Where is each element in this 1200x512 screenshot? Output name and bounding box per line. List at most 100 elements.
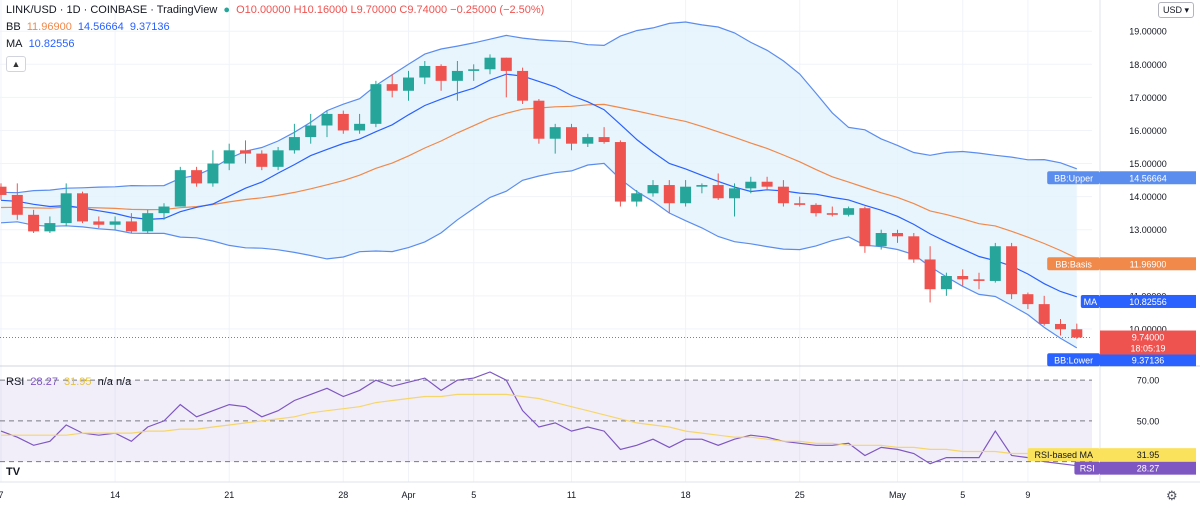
candle: [614, 140, 626, 207]
candle-body: [729, 188, 740, 199]
candle-body: [240, 150, 251, 154]
candle-body: [484, 57, 496, 70]
candle-body: [680, 186, 692, 204]
bb-fill: [1, 21, 1077, 348]
gear-icon[interactable]: ⚙: [1166, 488, 1178, 503]
candle-body: [826, 213, 838, 215]
price-tick-label: 18.00000: [1129, 60, 1167, 70]
candle-body: [875, 233, 887, 247]
time-tick-label: 5: [471, 490, 476, 500]
symbol-title: LINK/USD · 1D · COINBASE · TradingView: [6, 4, 218, 16]
time-tick-label: 5: [960, 490, 965, 500]
candle: [158, 203, 170, 220]
badge-rsi: RSI 28.27: [1074, 461, 1196, 475]
candle-body: [288, 137, 300, 151]
candle-body: [957, 276, 969, 280]
time-tick-label: 7: [0, 490, 4, 500]
candle-body: [11, 194, 23, 215]
price-tick-label: 10.00000: [1129, 324, 1167, 334]
badge-label-bg: [1074, 461, 1100, 475]
candle: [1055, 319, 1066, 336]
candle: [93, 216, 105, 229]
candle-body: [1055, 323, 1066, 330]
candle-body: [631, 193, 643, 202]
candle: [794, 196, 806, 207]
badge-bb-basis: BB:Basis 11.96900: [1047, 257, 1196, 271]
badge-label: MA: [1084, 297, 1098, 307]
candle-body: [647, 185, 659, 194]
badge-ma: MA 10.82556: [1080, 294, 1196, 308]
time-tick-label: 25: [795, 490, 805, 500]
candle-body: [142, 213, 154, 232]
price-tick-label: 16.00000: [1129, 126, 1167, 136]
candle-body: [973, 279, 985, 281]
rsi-tick-label: 70.00: [1137, 376, 1160, 386]
candle: [321, 110, 333, 138]
time-tick-label: 14: [110, 490, 120, 500]
candle: [631, 190, 643, 207]
badge-value-bg: [1100, 353, 1196, 367]
candle-body: [533, 100, 545, 139]
candle-body: [940, 276, 952, 290]
status-dot-icon: ●: [223, 4, 231, 16]
badge-label: RSI-based MA: [1035, 450, 1094, 460]
candle: [875, 229, 887, 250]
candle-body: [582, 137, 594, 144]
badge-value-bg: [1100, 257, 1196, 271]
candle: [663, 180, 675, 214]
ma-legend[interactable]: MA 10.82556: [6, 37, 77, 51]
candle: [745, 176, 757, 194]
ma-label: MA: [6, 38, 23, 50]
bb-lower-line: [0, 162, 1078, 349]
candle: [566, 123, 577, 151]
rsi-label: RSI: [6, 376, 25, 388]
candle: [843, 206, 855, 217]
candle: [403, 70, 414, 101]
candle: [191, 166, 203, 187]
bb-lower-value: 9.37136: [129, 21, 170, 33]
bb-legend[interactable]: BB 11.96900 14.56664 9.37136: [6, 20, 173, 34]
candle: [468, 64, 480, 81]
candle: [223, 143, 235, 171]
candle-body: [403, 77, 414, 91]
candle: [1038, 295, 1050, 326]
rsi-value: 28.27: [30, 376, 58, 388]
price-tick-label: 17.00000: [1129, 93, 1167, 103]
candle: [484, 54, 496, 75]
candle: [1006, 242, 1018, 300]
candle-body: [1071, 329, 1083, 338]
candle-body: [761, 181, 773, 187]
time-tick-label: 21: [224, 490, 234, 500]
candle-body: [1006, 246, 1018, 295]
candle-body: [794, 203, 806, 205]
badge-value: 31.95: [1137, 450, 1160, 460]
candle-body: [386, 84, 398, 91]
rsi-na: n/a n/a: [97, 376, 132, 388]
candle-body: [435, 65, 447, 81]
candle-body: [207, 163, 219, 184]
candle: [957, 269, 969, 286]
candle: [500, 57, 512, 98]
candle-body: [663, 185, 675, 204]
candle-body: [614, 142, 626, 202]
badge-label-bg: [1080, 294, 1100, 308]
rsi-legend[interactable]: RSI 28.27 31.95 n/a n/a: [6, 375, 134, 389]
candle: [1022, 292, 1034, 310]
candle-body: [109, 221, 121, 225]
candle: [940, 272, 952, 296]
candle: [533, 99, 545, 144]
time-tick-label: Apr: [401, 490, 415, 500]
candle-body: [451, 70, 463, 81]
candle: [696, 183, 708, 194]
badge-label: BB:Basis: [1055, 259, 1092, 269]
currency-button[interactable]: USD ▾: [1158, 2, 1194, 18]
candle-body: [125, 221, 137, 232]
collapse-legend-button[interactable]: ▲: [6, 56, 26, 72]
badge-bb-lower: BB:Lower 9.37136: [1047, 353, 1196, 367]
candle-body: [44, 223, 56, 232]
time-tick-label: 18: [681, 490, 691, 500]
candle: [777, 180, 789, 207]
candle-body: [1038, 304, 1050, 324]
